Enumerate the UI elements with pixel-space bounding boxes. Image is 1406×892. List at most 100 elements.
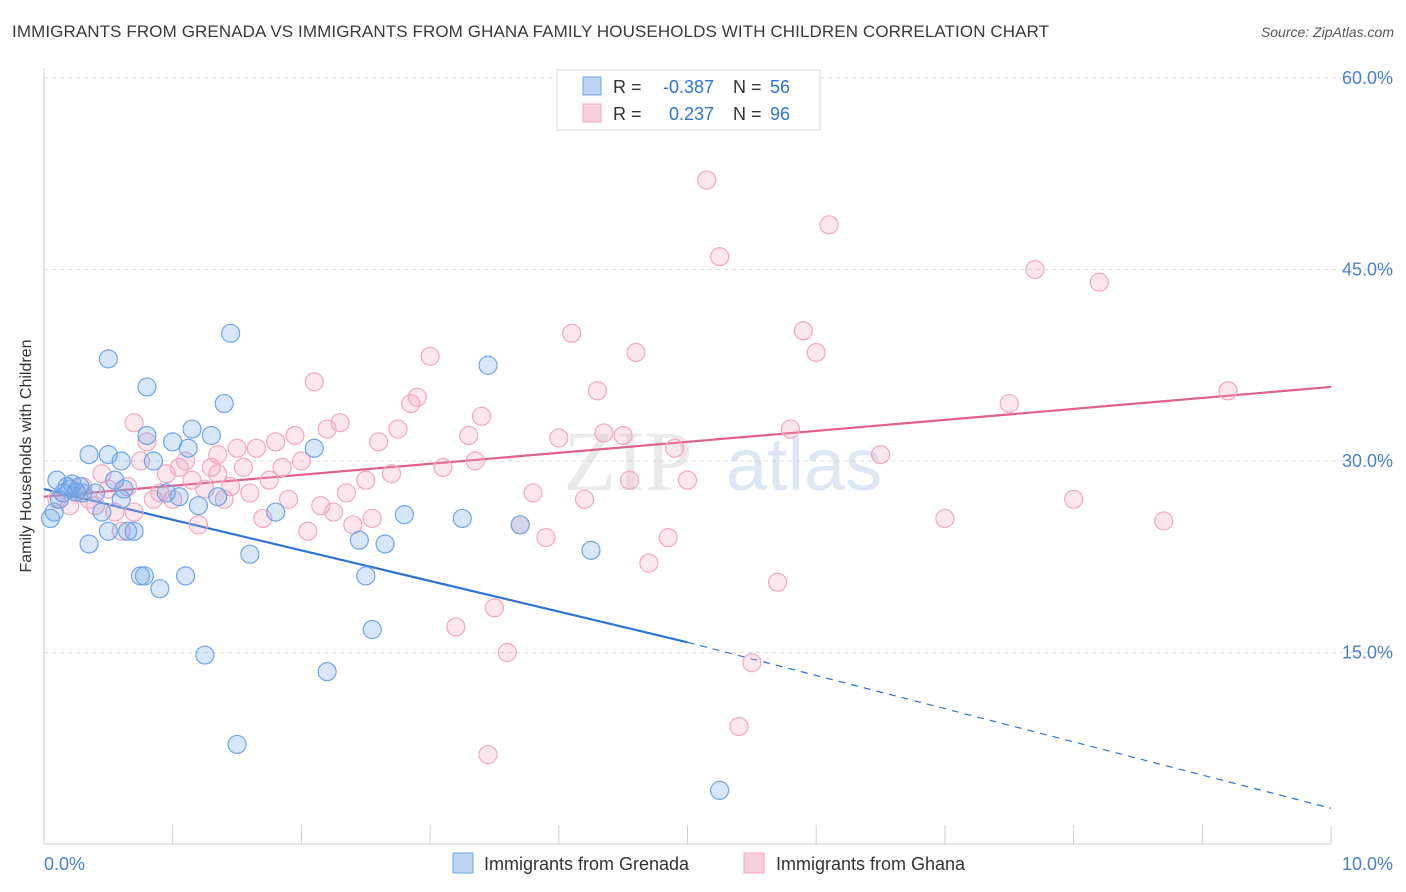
grenada-point	[169, 487, 189, 507]
grenada-trend-line	[43, 488, 688, 644]
grenada-point	[240, 544, 260, 564]
ghana-point	[587, 381, 608, 401]
ghana-point	[639, 553, 659, 573]
x-tick-label: 0.0%	[44, 854, 85, 874]
grenada-point	[134, 566, 154, 586]
legend-swatch-ghana	[582, 103, 602, 123]
grenada-point	[175, 566, 196, 586]
ghana-trend-line	[43, 385, 1332, 498]
legend-n-value-ghana: 96	[770, 104, 790, 124]
ghana-point	[742, 653, 762, 673]
ghana-point	[188, 515, 209, 535]
ghana-point	[677, 470, 698, 490]
ghana-point	[697, 170, 717, 190]
watermark-atlas: atlas	[726, 423, 882, 506]
grenada-point	[710, 780, 730, 800]
ghana-point	[356, 470, 376, 490]
grenada-point	[150, 579, 170, 599]
ghana-point	[613, 425, 633, 446]
grenada-point	[178, 438, 198, 458]
ghana-point	[124, 502, 144, 522]
grenada-point	[221, 323, 241, 343]
grenada-point	[227, 734, 247, 755]
grenada-point	[362, 619, 382, 640]
ghana-point	[1089, 272, 1109, 292]
grenada-point	[510, 515, 530, 535]
axes	[43, 68, 1332, 845]
y-tick-label: 30.0%	[1342, 451, 1393, 471]
grenada-point	[98, 349, 118, 369]
ghana-point	[420, 346, 440, 366]
data-points	[40, 170, 1238, 800]
ghana-point	[278, 489, 299, 509]
ghana-point	[272, 457, 292, 477]
source-label: Source: ZipAtlas.com	[1260, 24, 1394, 40]
grenada-point	[266, 502, 286, 522]
grenada-point	[195, 645, 215, 665]
stats-legend: R = -0.387 N = 56 R = 0.237 N = 96	[556, 69, 821, 131]
ghana-point	[433, 457, 453, 477]
ghana-point	[626, 342, 646, 363]
ghana-point	[619, 470, 640, 490]
ghana-point	[574, 489, 595, 509]
grenada-point	[66, 482, 86, 502]
grenada-point	[143, 451, 163, 471]
ghana-point	[780, 419, 801, 439]
ghana-point	[266, 432, 286, 452]
grenada-point	[581, 540, 601, 560]
grenada-point	[182, 419, 202, 439]
ghana-point	[388, 419, 408, 439]
ghana-point	[870, 445, 891, 465]
series-legend-swatch-ghana	[743, 852, 765, 874]
ghana-point	[594, 423, 614, 443]
ghana-point	[208, 464, 228, 484]
ghana-point	[806, 342, 826, 363]
ghana-point	[381, 464, 402, 484]
ghana-point	[465, 451, 485, 471]
grenada-point	[111, 451, 131, 471]
grenada-point	[394, 505, 414, 525]
ghana-point	[246, 438, 266, 458]
ghana-point	[304, 372, 324, 392]
ghana-point	[285, 425, 305, 446]
ghana-point	[935, 508, 955, 529]
ghana-point	[446, 617, 466, 637]
ghana-point	[471, 406, 492, 426]
ghana-point	[1025, 259, 1045, 280]
ghana-point	[523, 483, 543, 503]
series-legend: Immigrants from Grenada Immigrants from …	[452, 852, 966, 874]
grenada-point	[208, 487, 228, 507]
ghana-point	[999, 393, 1019, 414]
tick-labels: 15.0% 30.0% 45.0% 60.0% 0.0% 10.0%	[44, 68, 1393, 874]
ghana-point	[369, 432, 389, 452]
ghana-point	[729, 716, 749, 737]
grenada-trend-extension	[687, 641, 1332, 809]
series-legend-label-grenada: Immigrants from Grenada	[484, 854, 690, 874]
grenada-point	[137, 425, 157, 446]
ghana-point	[658, 527, 678, 548]
grenada-point	[79, 534, 99, 554]
grenada-point	[478, 355, 498, 375]
y-tick-label: 15.0%	[1342, 643, 1393, 663]
grenada-point	[92, 502, 112, 522]
grenada-point	[201, 425, 221, 446]
ghana-point	[549, 428, 569, 448]
ghana-point	[1063, 489, 1084, 509]
ghana-point	[240, 483, 260, 503]
ghana-point	[793, 321, 813, 341]
ghana-point	[536, 527, 556, 548]
ghana-point	[710, 247, 730, 267]
watermark: ZIP atlas	[564, 413, 883, 509]
grenada-point	[375, 534, 395, 554]
ghana-point	[124, 413, 144, 433]
watermark-zip: ZIP	[564, 413, 693, 509]
ghana-point	[1154, 511, 1174, 531]
grenada-point	[98, 521, 118, 541]
grenada-point	[356, 566, 376, 586]
legend-r-label-ghana: R =	[613, 104, 642, 124]
ghana-point	[484, 598, 505, 618]
ghana-point	[819, 215, 839, 235]
ghana-point	[298, 521, 318, 541]
ghana-point	[407, 387, 427, 407]
